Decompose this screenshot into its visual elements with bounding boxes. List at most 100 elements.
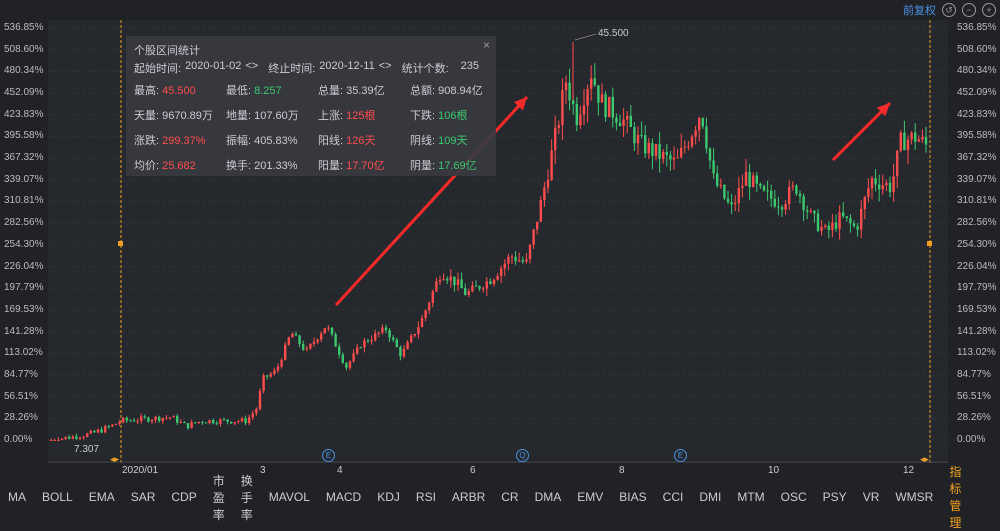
stat-yangvol: 阳量: 17.70亿 xyxy=(318,160,385,172)
y-tick: 480.34% xyxy=(957,65,997,77)
indicator-15[interactable]: BIAS xyxy=(619,490,647,504)
candle-body xyxy=(104,426,107,433)
candle-body xyxy=(215,423,218,425)
candle-body xyxy=(737,187,740,203)
y-tick: 84.77% xyxy=(4,368,38,380)
adjust-button[interactable]: 前复权 xyxy=(903,5,936,17)
x-tick: 8 xyxy=(619,465,625,476)
indicator-10[interactable]: RSI xyxy=(415,490,436,504)
event-marker[interactable]: E xyxy=(674,449,687,462)
candle-body xyxy=(766,190,769,192)
candle-body xyxy=(428,302,431,311)
candle-body xyxy=(597,85,600,103)
candle-body xyxy=(633,126,636,144)
y-tick: 169.53% xyxy=(957,303,997,315)
candle-body xyxy=(611,96,614,118)
y-tick: 141.28% xyxy=(4,325,44,337)
candle-body xyxy=(734,202,737,205)
candle-body xyxy=(809,210,812,212)
indicator-8[interactable]: MACD xyxy=(325,490,362,504)
indicator-11[interactable]: ARBR xyxy=(451,490,486,504)
indicator-3[interactable]: SAR xyxy=(130,490,156,504)
candle-body xyxy=(334,334,337,347)
candle-body xyxy=(608,96,611,117)
candle-body xyxy=(161,417,164,421)
candle-body xyxy=(266,375,269,377)
indicator-20[interactable]: PSY xyxy=(822,490,847,504)
indicator-1[interactable]: BOLL xyxy=(42,490,73,504)
candle-body xyxy=(330,327,334,335)
y-tick: 254.30% xyxy=(957,238,997,250)
indicator-4[interactable]: CDP xyxy=(171,490,197,504)
indicator-7[interactable]: MAVOL xyxy=(268,490,310,504)
peak-label: 45.500 xyxy=(598,28,629,39)
candle-body xyxy=(514,256,517,262)
candle-body xyxy=(255,408,258,414)
zoom-in-icon[interactable]: + xyxy=(982,3,996,17)
indicator-0[interactable]: MA xyxy=(8,490,26,504)
candle-body xyxy=(273,370,276,374)
event-marker[interactable]: E xyxy=(322,449,335,462)
stat-totvol: 总量: 35.39亿 xyxy=(318,85,385,97)
candle-body xyxy=(424,310,427,319)
close-icon[interactable]: × xyxy=(482,38,490,52)
candle-body xyxy=(402,349,406,357)
start-stepper-icon[interactable]: <> xyxy=(245,60,259,72)
y-tick: 28.26% xyxy=(4,412,38,424)
undo-icon[interactable]: ↺ xyxy=(942,3,956,17)
indicator-bar: MA BOLL EMA SAR CDP 市盈率 换手率 MAVOL MACD KDJ RSI ARBR… xyxy=(0,465,1000,530)
scroll-left-icon: ◂▸ xyxy=(110,454,120,464)
candle-body xyxy=(471,285,474,292)
indicator-6[interactable]: 换手率 xyxy=(240,473,253,522)
indicator-22[interactable]: WMSR xyxy=(895,490,934,504)
y-tick: 282.56% xyxy=(4,217,44,229)
indicator-14[interactable]: EMV xyxy=(577,490,604,504)
y-tick: 113.02% xyxy=(957,347,996,359)
indicator-18[interactable]: MTM xyxy=(737,490,765,504)
candle-body xyxy=(298,335,301,345)
candle-body xyxy=(118,422,121,424)
range-handle xyxy=(118,241,123,246)
y-tick: 197.79% xyxy=(957,282,997,294)
y-tick: 0.00% xyxy=(957,434,986,445)
candle-body xyxy=(532,229,535,245)
candle-body xyxy=(190,422,193,429)
indicator-19[interactable]: OSC xyxy=(780,490,807,504)
y-tick: 226.04% xyxy=(4,260,44,272)
end-stepper-icon[interactable]: <> xyxy=(378,60,392,72)
indicator-2[interactable]: EMA xyxy=(88,490,115,504)
y-tick: 84.77% xyxy=(957,368,991,380)
candle-body xyxy=(867,188,870,198)
stat-turn: 换手: 201.33% xyxy=(226,160,298,172)
indicator-12[interactable]: CR xyxy=(501,490,519,504)
indicator-9[interactable]: KDJ xyxy=(377,490,400,504)
event-marker[interactable]: Q xyxy=(516,449,529,462)
zoom-out-icon[interactable]: − xyxy=(962,3,976,17)
candle-body xyxy=(500,268,503,277)
candle-body xyxy=(536,221,539,230)
count-label: 统计个数: xyxy=(401,63,449,75)
candle-body xyxy=(89,430,92,434)
candle-body xyxy=(827,225,830,230)
candle-body xyxy=(676,157,679,159)
indicator-17[interactable]: DMI xyxy=(699,490,722,504)
candle-body xyxy=(748,171,751,187)
indicator-23[interactable]: 指标管理 xyxy=(949,465,962,530)
candle-body xyxy=(914,132,917,142)
candle-body xyxy=(770,191,773,199)
indicator-13[interactable]: DMA xyxy=(534,490,562,504)
candle-body xyxy=(179,421,182,423)
candle-body xyxy=(212,420,215,424)
candle-body xyxy=(176,416,179,423)
range-handle xyxy=(927,241,932,246)
candle-body xyxy=(579,114,582,126)
candle-body xyxy=(474,285,478,287)
candle-body xyxy=(849,217,852,224)
kline-chart[interactable]: ◂▸ ◂▸ 536.85% 508.60% 480.34% 452.09% 423.83%… xyxy=(0,0,1000,480)
trend-arrow-1-head xyxy=(513,97,527,111)
candle-body xyxy=(93,430,96,433)
indicator-5[interactable]: 市盈率 xyxy=(212,473,225,522)
candle-body xyxy=(762,186,766,191)
indicator-16[interactable]: CCI xyxy=(662,490,684,504)
indicator-21[interactable]: VR xyxy=(862,490,880,504)
